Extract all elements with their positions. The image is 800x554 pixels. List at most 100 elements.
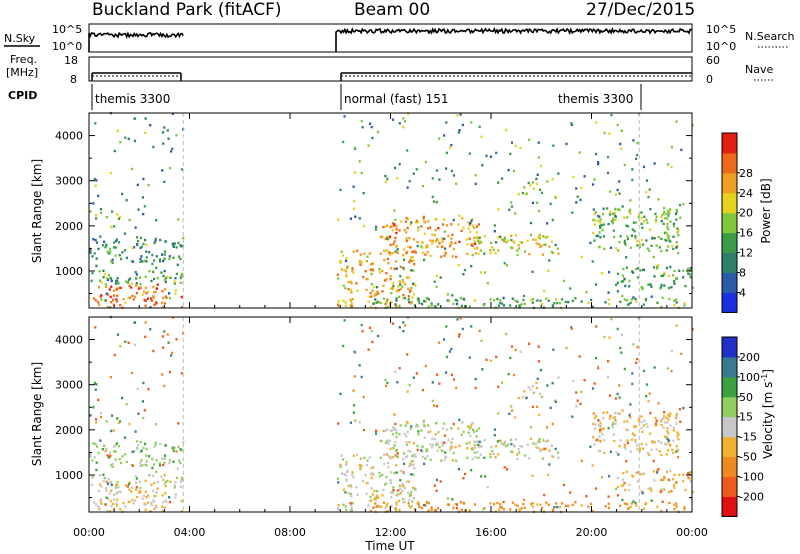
velocity-cell (151, 466, 154, 470)
velocity-cell (128, 422, 131, 426)
power-cell (386, 224, 389, 227)
power-cell (160, 253, 164, 256)
velocity-cell (369, 495, 372, 499)
power-cell (339, 261, 342, 264)
power-cell (593, 178, 596, 181)
velocity-cell (446, 503, 449, 506)
velocity-cell (140, 449, 143, 452)
power-cell (431, 242, 434, 245)
power-cell (410, 256, 413, 259)
velocity-cell (634, 471, 638, 475)
power-cell (446, 293, 449, 296)
power-cell (623, 241, 626, 244)
power-cell (369, 305, 372, 309)
power-cell (642, 243, 645, 246)
power-cell (123, 232, 127, 235)
power-cell (492, 298, 496, 302)
velocity-cell (672, 429, 675, 432)
power-cell (176, 263, 179, 266)
power-cell (619, 300, 622, 304)
velocity-cell (652, 470, 656, 473)
velocity-cell (653, 366, 656, 369)
velocity-cell (117, 486, 120, 489)
power-cell (111, 210, 114, 213)
power-cell (340, 250, 343, 253)
power-cell (630, 234, 633, 237)
velocity-cell (630, 502, 634, 505)
velocity-cell (499, 439, 502, 442)
power-cell (89, 210, 92, 213)
velocity-cell (105, 489, 108, 493)
velocity-cell (421, 506, 424, 510)
power-cell (580, 300, 583, 303)
power-cell (124, 280, 127, 283)
power-cell (634, 267, 638, 271)
velocity-cell (476, 451, 479, 454)
velocity-cell (668, 414, 671, 418)
power-cell (154, 237, 157, 241)
velocity-cell (387, 465, 390, 469)
power-cell (173, 282, 176, 285)
power-cell (115, 298, 118, 301)
velocity-cell (462, 501, 465, 505)
colorbar-segment (722, 337, 737, 358)
power-cell (111, 261, 114, 264)
velocity-cell (623, 420, 626, 423)
velocity-cell (603, 335, 606, 339)
velocity-cell (410, 425, 413, 428)
velocity-cell (105, 420, 108, 423)
velocity-cell (608, 336, 611, 339)
power-cell (180, 306, 184, 309)
power-cell (416, 244, 419, 248)
velocity-cell (376, 334, 380, 338)
velocity-cell (466, 456, 469, 460)
power-cell (653, 237, 656, 240)
velocity-cell (443, 458, 446, 461)
power-cell (139, 282, 142, 286)
power-cell (580, 255, 583, 259)
velocity-cell (163, 482, 166, 485)
power-cell (618, 180, 621, 183)
power-cell (402, 297, 405, 300)
velocity-cell (179, 485, 182, 488)
power-cell (678, 269, 681, 272)
velocity-cell (111, 465, 114, 468)
power-cell (489, 248, 492, 252)
velocity-cell (349, 421, 352, 424)
velocity-cell (435, 404, 438, 408)
velocity-cell (670, 369, 673, 373)
power-cell (412, 282, 415, 285)
velocity-cell (415, 372, 418, 375)
velocity-cell (435, 478, 439, 482)
velocity-cell (597, 419, 600, 422)
velocity-cell (403, 462, 406, 465)
velocity-cell (403, 487, 407, 490)
x-axis-title: Time UT (364, 539, 415, 553)
power-cell (399, 220, 402, 223)
velocity-cell (155, 506, 158, 509)
velocity-cell (91, 459, 94, 462)
power-cell (97, 247, 100, 251)
power-cell (536, 173, 539, 176)
velocity-cell (477, 427, 481, 430)
power-cell (485, 154, 488, 157)
colorbar-segment (722, 252, 737, 274)
velocity-cell (395, 471, 398, 474)
velocity-cell (163, 457, 166, 460)
power-cell (675, 246, 678, 249)
power-cell (349, 298, 352, 301)
velocity-cell (402, 497, 405, 501)
power-cell (168, 296, 171, 300)
power-cell (424, 160, 427, 164)
velocity-cell (130, 490, 133, 493)
velocity-cell (394, 440, 397, 444)
power-cell (162, 296, 165, 300)
velocity-cell (458, 444, 461, 448)
velocity-cell (441, 444, 444, 447)
power-cell (542, 235, 545, 238)
power-cell (94, 122, 97, 125)
power-cell (408, 236, 411, 240)
power-cell (141, 196, 144, 199)
power-cell (551, 178, 554, 181)
power-cell (421, 241, 424, 245)
